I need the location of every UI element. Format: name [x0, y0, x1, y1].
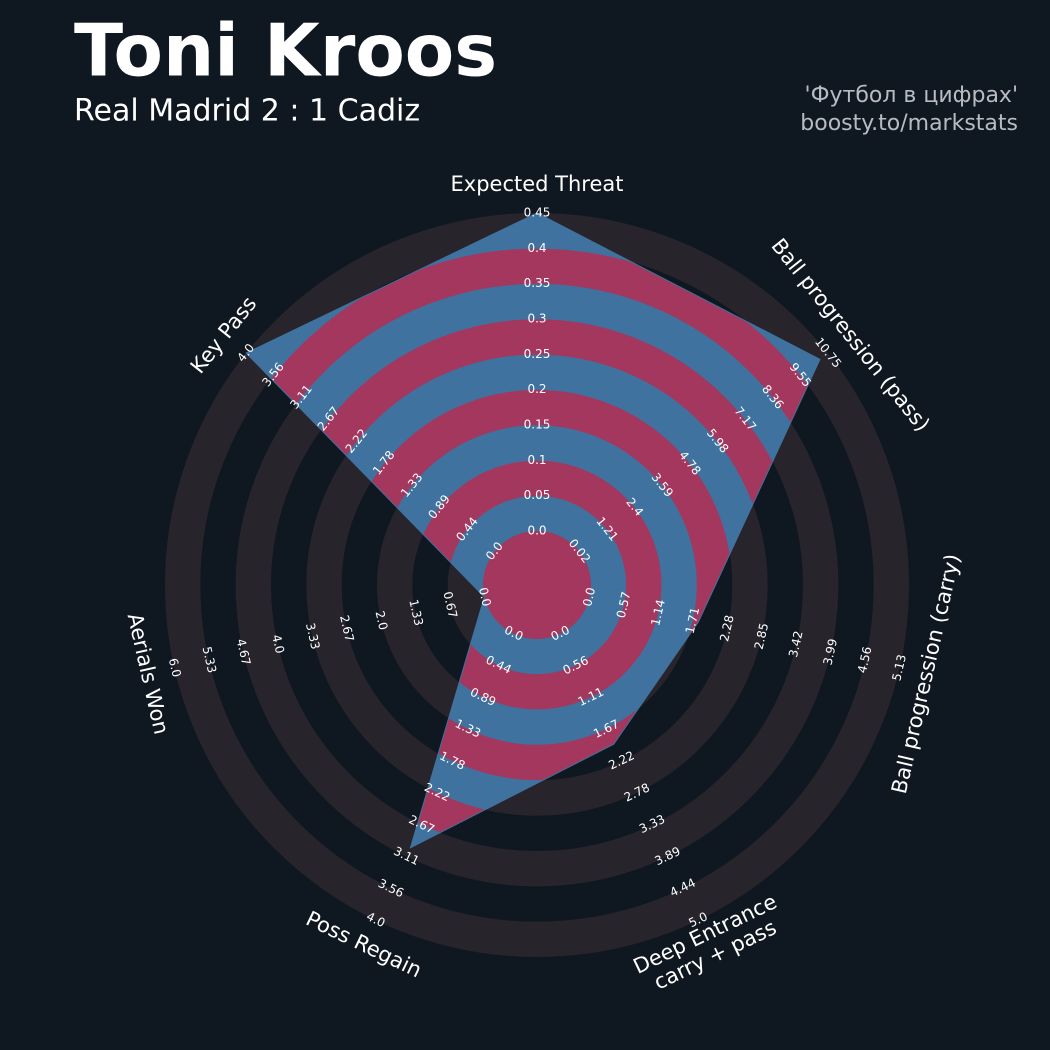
tick-label: 0.0 — [527, 524, 546, 538]
tick-label: 4.67 — [234, 637, 254, 666]
tick-label: 5.13 — [889, 653, 909, 682]
tick-label: 1.71 — [683, 606, 703, 635]
tick-label: 3.99 — [820, 637, 840, 666]
tick-label: 6.0 — [166, 657, 184, 679]
tick-label: 5.33 — [200, 645, 220, 674]
tick-label: 0.0 — [476, 586, 494, 608]
tick-label: 2.0 — [373, 610, 391, 632]
credit: 'Футбол в цифрах' — [805, 83, 1018, 108]
tick-label: 4.56 — [855, 645, 875, 674]
tick-label: 0.2 — [527, 382, 546, 396]
tick-label: 0.25 — [524, 347, 551, 361]
tick-label: 0.4 — [527, 241, 546, 255]
tick-label: 0.15 — [524, 418, 551, 432]
chart-subtitle: Real Madrid 2 : 1 Cadiz — [74, 94, 420, 129]
axis-label: Expected Threat — [451, 172, 624, 196]
tick-label: 3.42 — [786, 629, 806, 658]
tick-label: 3.33 — [303, 622, 323, 651]
tick-label: 1.33 — [406, 598, 426, 627]
tick-label: 0.57 — [614, 590, 634, 619]
tick-label: 4.0 — [269, 633, 287, 655]
tick-label: 0.1 — [527, 453, 546, 467]
chart-title: Toni Kroos — [74, 9, 497, 93]
tick-label: 0.67 — [440, 590, 460, 619]
center-disc — [483, 531, 591, 639]
credit: boosty.to/markstats — [800, 111, 1018, 136]
ring — [246, 248, 820, 848]
tick-label: 2.67 — [337, 614, 357, 643]
tick-label: 0.05 — [524, 488, 551, 502]
tick-label: 2.28 — [717, 614, 737, 643]
tick-label: 0.3 — [527, 312, 546, 326]
tick-label: 0.45 — [524, 206, 551, 220]
tick-label: 1.14 — [648, 598, 668, 627]
tick-label: 0.0 — [580, 586, 598, 608]
tick-label: 0.35 — [524, 276, 551, 290]
ring — [246, 213, 820, 848]
radar-polygon — [245, 212, 821, 849]
tick-label: 2.85 — [752, 622, 772, 651]
